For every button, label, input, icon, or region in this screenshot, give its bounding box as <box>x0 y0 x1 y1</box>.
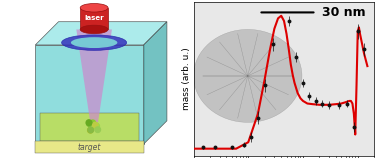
Ellipse shape <box>80 3 108 12</box>
Polygon shape <box>40 113 139 141</box>
Ellipse shape <box>71 37 117 48</box>
Text: laser: laser <box>84 15 104 21</box>
Polygon shape <box>76 29 112 122</box>
Circle shape <box>88 127 93 133</box>
Text: target: target <box>78 143 101 152</box>
Ellipse shape <box>80 25 108 34</box>
Circle shape <box>95 127 101 132</box>
Circle shape <box>88 127 93 133</box>
Circle shape <box>94 123 99 129</box>
Text: 30 nm: 30 nm <box>322 6 365 19</box>
Polygon shape <box>35 141 144 153</box>
Circle shape <box>86 120 92 125</box>
Polygon shape <box>35 22 167 45</box>
Circle shape <box>87 121 92 126</box>
Polygon shape <box>144 22 167 144</box>
Circle shape <box>194 29 302 122</box>
Y-axis label: mass (arb. u.): mass (arb. u.) <box>182 48 191 110</box>
Ellipse shape <box>62 35 127 50</box>
Polygon shape <box>80 8 108 29</box>
Circle shape <box>93 122 98 128</box>
Polygon shape <box>35 45 144 144</box>
Circle shape <box>90 120 96 126</box>
